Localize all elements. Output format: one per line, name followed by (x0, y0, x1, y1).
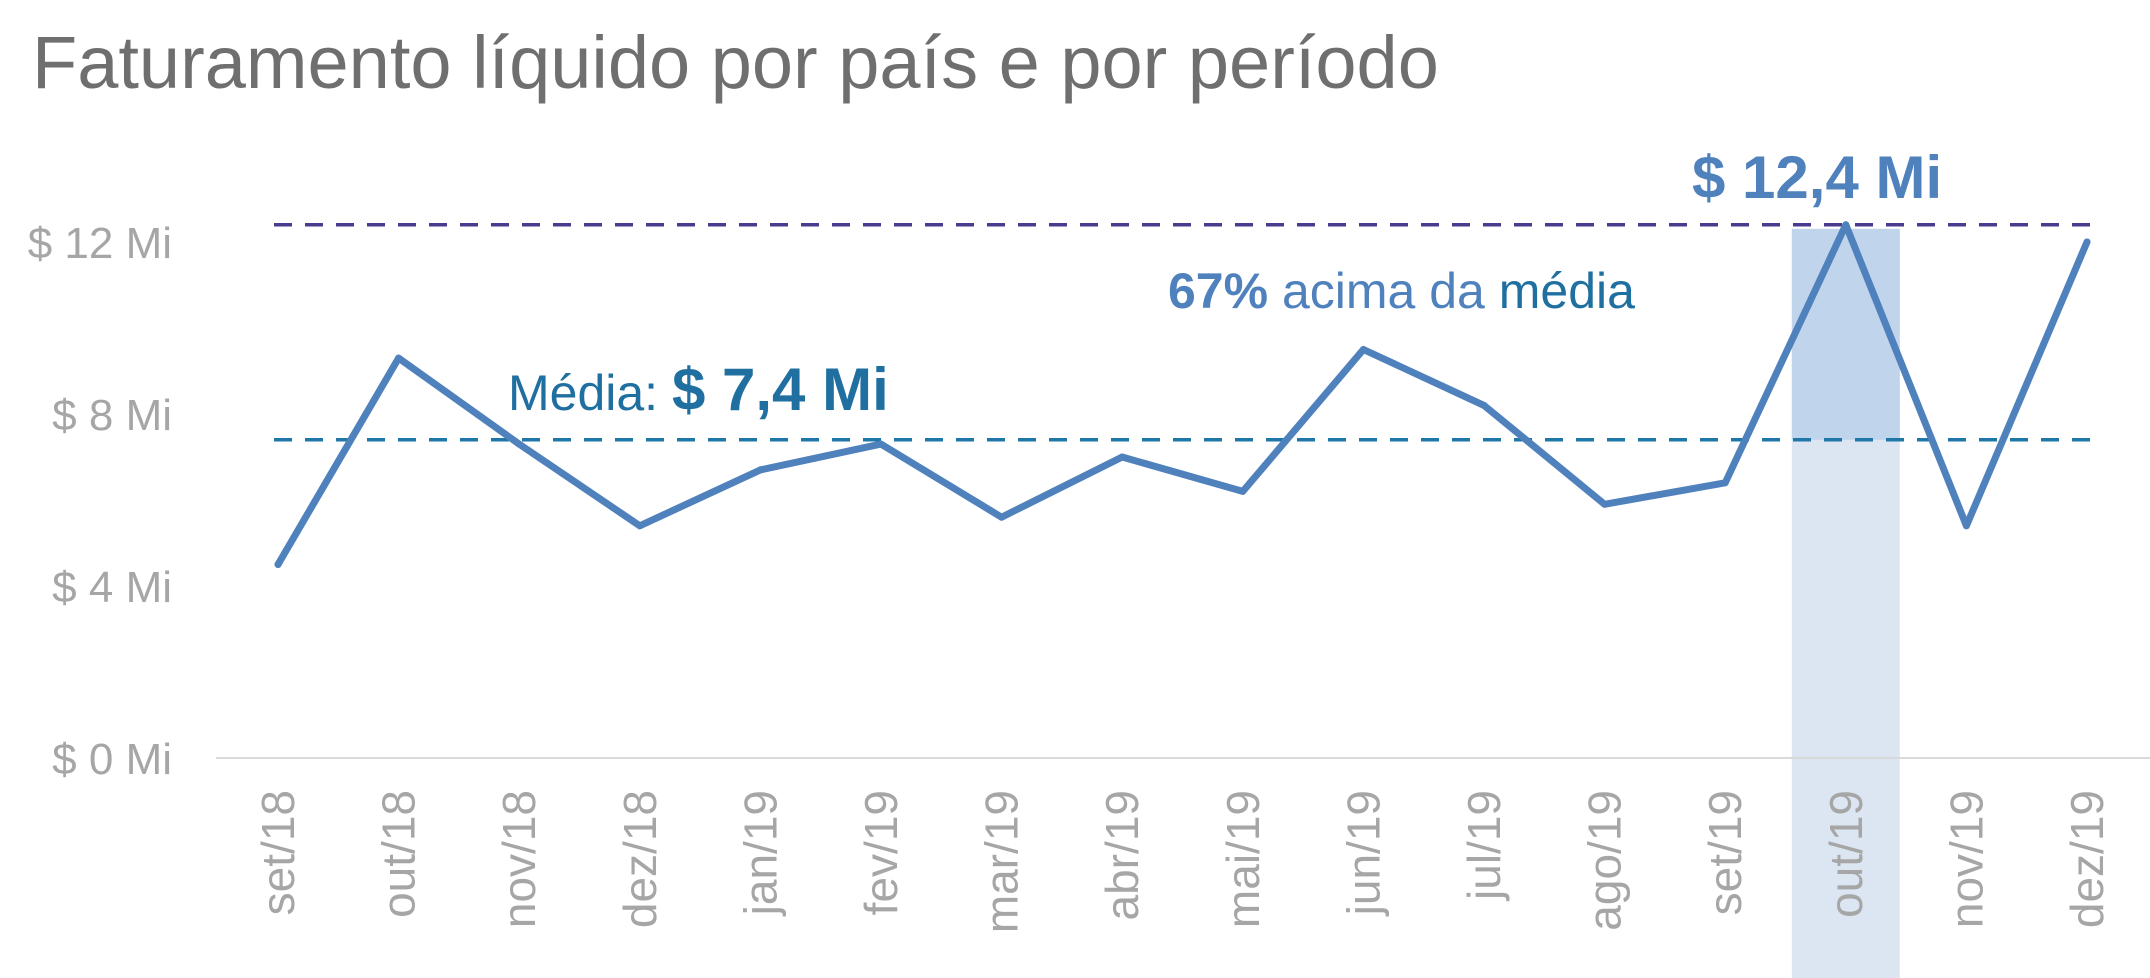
x-tick-label: abr/19 (1096, 790, 1148, 920)
x-tick-label: nov/18 (493, 790, 545, 928)
max-value-label: $ 12,4 Mi (1692, 144, 1942, 211)
data-point (636, 522, 644, 530)
data-point (1480, 401, 1488, 409)
x-tick-label: jan/19 (734, 790, 786, 917)
data-point (1359, 346, 1367, 353)
data-point (756, 466, 764, 474)
y-tick-label: $ 0 Mi (52, 735, 172, 784)
data-point (515, 440, 523, 448)
axis-layer: $ 0 Mi $ 4 Mi $ 8 Mi $ 12 Mi set/18 out/18 nov… (28, 219, 2150, 933)
y-tick-label: $ 12 Mi (28, 219, 172, 268)
pct-value: 67% (1168, 263, 1268, 319)
data-point (1118, 453, 1126, 461)
highlight-range (1791, 228, 1900, 440)
data-point (877, 440, 885, 448)
y-tick-label: $ 4 Mi (52, 563, 172, 612)
data-point (998, 513, 1006, 521)
x-tick-label: ago/19 (1579, 790, 1631, 931)
highlight-layer (1791, 228, 1900, 978)
data-point (1601, 500, 1609, 508)
x-tick-label: mar/19 (976, 790, 1028, 933)
x-tick-label: set/18 (252, 790, 304, 915)
x-tick-label: jun/19 (1337, 790, 1389, 917)
chart-title: Faturamento líquido por país e por perío… (32, 21, 1439, 104)
x-tick-label: jul/19 (1458, 790, 1510, 902)
x-tick-label: fev/19 (855, 790, 907, 915)
y-tick-label: $ 8 Mi (52, 391, 172, 440)
data-point (1721, 479, 1729, 487)
average-label: Média: (508, 365, 672, 421)
pct-text: acima da (1268, 263, 1499, 319)
annotations: Média: $ 7,4 Mi 67% acima da média $ 12,… (508, 144, 1942, 423)
data-point (274, 561, 282, 568)
data-point (395, 354, 403, 362)
data-point (1962, 522, 1970, 530)
data-point (2083, 238, 2091, 246)
average-annotation: Média: $ 7,4 Mi (508, 356, 889, 423)
data-point (1842, 221, 1850, 229)
x-tick-label: mai/19 (1217, 790, 1269, 928)
data-point (1239, 487, 1247, 495)
pct-annotation: 67% acima da média (1168, 263, 1635, 319)
pct-word: média (1499, 263, 1635, 319)
x-tick-label: set/19 (1699, 790, 1751, 915)
average-value: $ 7,4 Mi (672, 356, 889, 423)
series-layer (274, 221, 2091, 568)
x-tick-label: nov/19 (1940, 790, 1992, 928)
reference-lines (274, 223, 2090, 442)
x-tick-label: dez/18 (614, 790, 666, 928)
x-tick-label: dez/19 (2061, 790, 2113, 928)
series-line (274, 221, 2091, 568)
x-tick-label: out/18 (373, 790, 425, 918)
x-tick-label: out/19 (1820, 790, 1872, 918)
